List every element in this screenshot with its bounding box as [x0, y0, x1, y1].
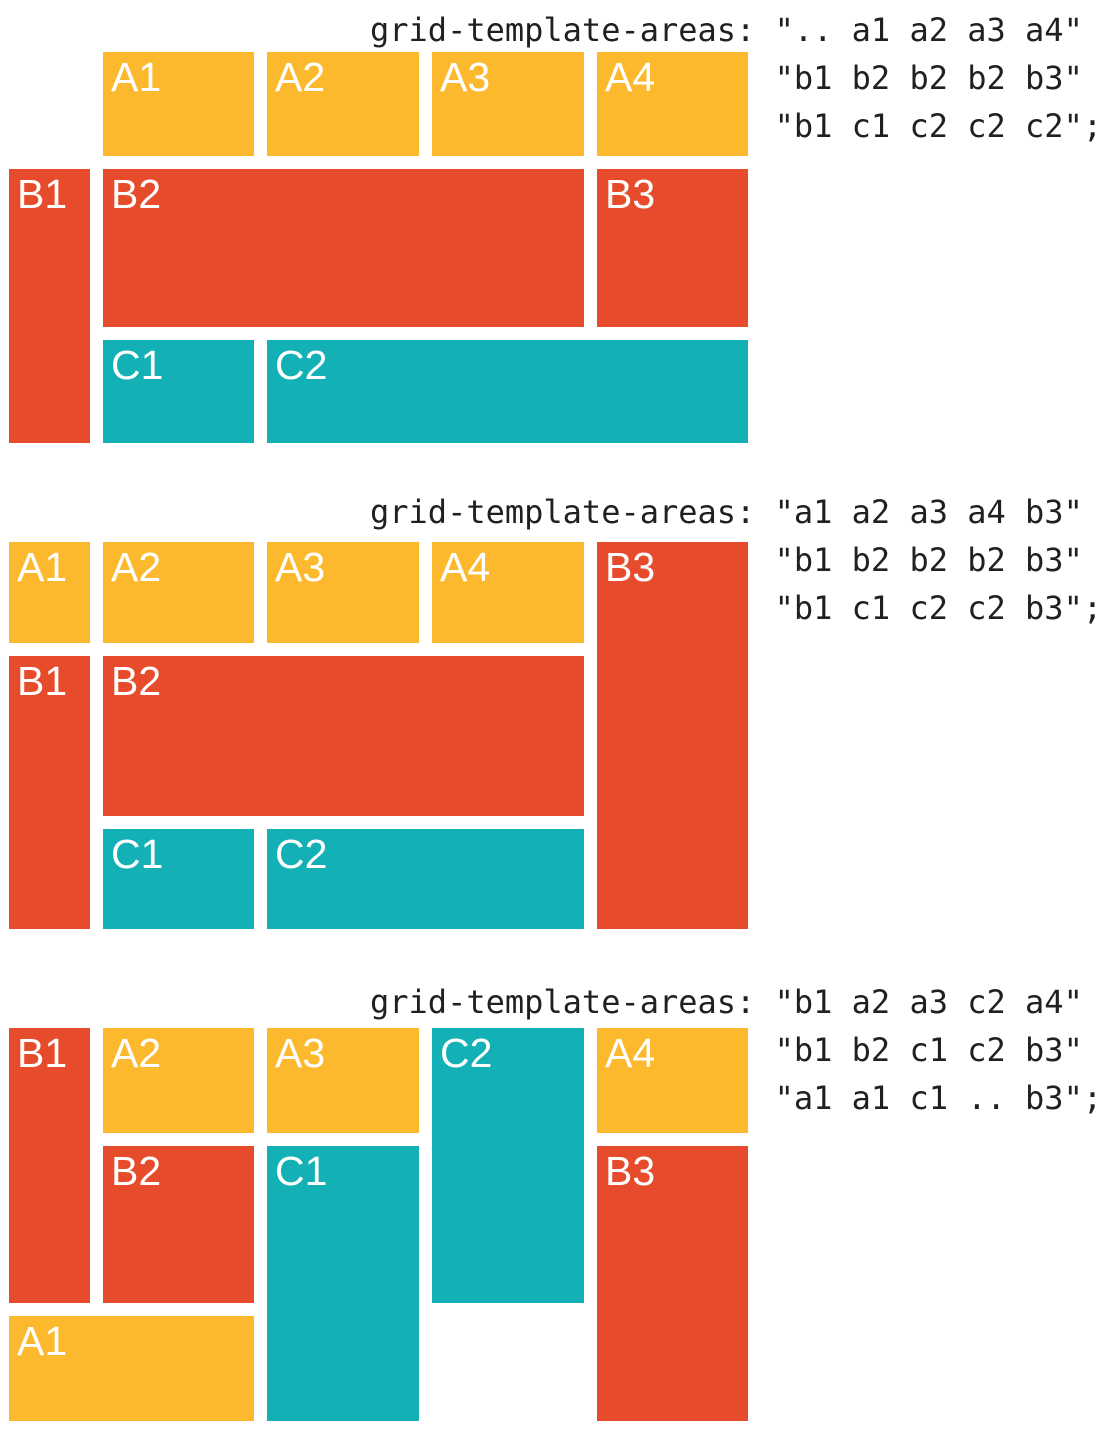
- grid-area-block-c1: C1: [103, 340, 254, 443]
- code-snippet-1: grid-template-areas: ".. a1 a2 a3 a4" "b1…: [370, 6, 1102, 150]
- grid-area-block-b2: B2: [103, 1146, 254, 1303]
- block-label: A1: [17, 1318, 68, 1364]
- grid-area-block-b3: B3: [597, 542, 748, 929]
- grid-area-block-c2: C2: [267, 340, 748, 443]
- block-label: B2: [111, 171, 162, 217]
- grid-area-block-a3: A3: [267, 542, 419, 643]
- grid-area-block-a4: A4: [432, 542, 584, 643]
- grid-area-block-a4: A4: [597, 52, 748, 156]
- grid-area-block-b3: B3: [597, 169, 748, 327]
- code-line: "b1 c1 c2 c2 b3";: [774, 589, 1103, 627]
- block-label: C1: [111, 342, 164, 388]
- block-label: C2: [440, 1030, 493, 1076]
- grid-area-block-a1: A1: [9, 1316, 254, 1421]
- block-label: B1: [17, 658, 68, 704]
- grid-area-block-a4: A4: [597, 1028, 748, 1133]
- block-label: B1: [17, 171, 68, 217]
- grid-area-block-c1: C1: [103, 829, 254, 929]
- block-label: A1: [111, 54, 162, 100]
- grid-area-block-a3: A3: [267, 1028, 419, 1133]
- block-label: A4: [605, 54, 656, 100]
- grid-diagram-3: B1 A2 A3 C2 A4 B2 C1 B3 A1: [9, 1028, 748, 1421]
- grid-area-block-c1: C1: [267, 1146, 419, 1421]
- block-label: C1: [111, 831, 164, 877]
- block-label: C2: [275, 342, 328, 388]
- block-label: B2: [111, 658, 162, 704]
- block-label: C1: [275, 1148, 328, 1194]
- grid-area-block-a2: A2: [267, 52, 419, 156]
- block-label: B3: [605, 171, 656, 217]
- block-label: A3: [275, 544, 326, 590]
- code-line: "b1 b2 b2 b2 b3": [774, 59, 1083, 97]
- block-label: A2: [111, 1030, 162, 1076]
- grid-area-block-a2: A2: [103, 542, 254, 643]
- block-label: B2: [111, 1148, 162, 1194]
- grid-area-block-b1: B1: [9, 169, 90, 443]
- block-label: A2: [111, 544, 162, 590]
- grid-diagram-2: A1 A2 A3 A4 B3 B1 B2 C1 C2: [9, 542, 748, 929]
- code-line: grid-template-areas: "b1 a2 a3 c2 a4": [370, 983, 1083, 1021]
- grid-area-block-a2: A2: [103, 1028, 254, 1133]
- block-label: A2: [275, 54, 326, 100]
- grid-area-block-b3: B3: [597, 1146, 748, 1421]
- block-label: B3: [605, 544, 656, 590]
- code-line: grid-template-areas: "a1 a2 a3 a4 b3": [370, 493, 1083, 531]
- grid-area-block-a1: A1: [9, 542, 90, 643]
- grid-area-block-b1: B1: [9, 1028, 90, 1303]
- grid-area-block-c2: C2: [432, 1028, 584, 1303]
- block-label: B1: [17, 1030, 68, 1076]
- code-snippet-2: grid-template-areas: "a1 a2 a3 a4 b3" "b1…: [370, 488, 1102, 632]
- grid-area-block-b1: B1: [9, 656, 90, 929]
- block-label: A1: [17, 544, 68, 590]
- grid-area-block-b2: B2: [103, 169, 584, 327]
- block-label: A4: [440, 544, 491, 590]
- block-label: A4: [605, 1030, 656, 1076]
- grid-area-block-a3: A3: [432, 52, 584, 156]
- block-label: A3: [440, 54, 491, 100]
- grid-area-block-a1: A1: [103, 52, 254, 156]
- code-line: "a1 a1 c1 .. b3";: [774, 1079, 1103, 1117]
- code-line: "b1 c1 c2 c2 c2";: [774, 107, 1103, 145]
- code-line: "b1 b2 c1 c2 b3": [774, 1031, 1083, 1069]
- code-snippet-3: grid-template-areas: "b1 a2 a3 c2 a4" "b1…: [370, 978, 1102, 1122]
- grid-diagram-1: A1 A2 A3 A4 B1 B2 B3 C1 C2: [9, 52, 748, 443]
- block-label: B3: [605, 1148, 656, 1194]
- code-line: "b1 b2 b2 b2 b3": [774, 541, 1083, 579]
- grid-area-block-c2: C2: [267, 829, 584, 929]
- grid-area-block-b2: B2: [103, 656, 584, 816]
- block-label: C2: [275, 831, 328, 877]
- block-label: A3: [275, 1030, 326, 1076]
- code-line: grid-template-areas: ".. a1 a2 a3 a4": [370, 11, 1083, 49]
